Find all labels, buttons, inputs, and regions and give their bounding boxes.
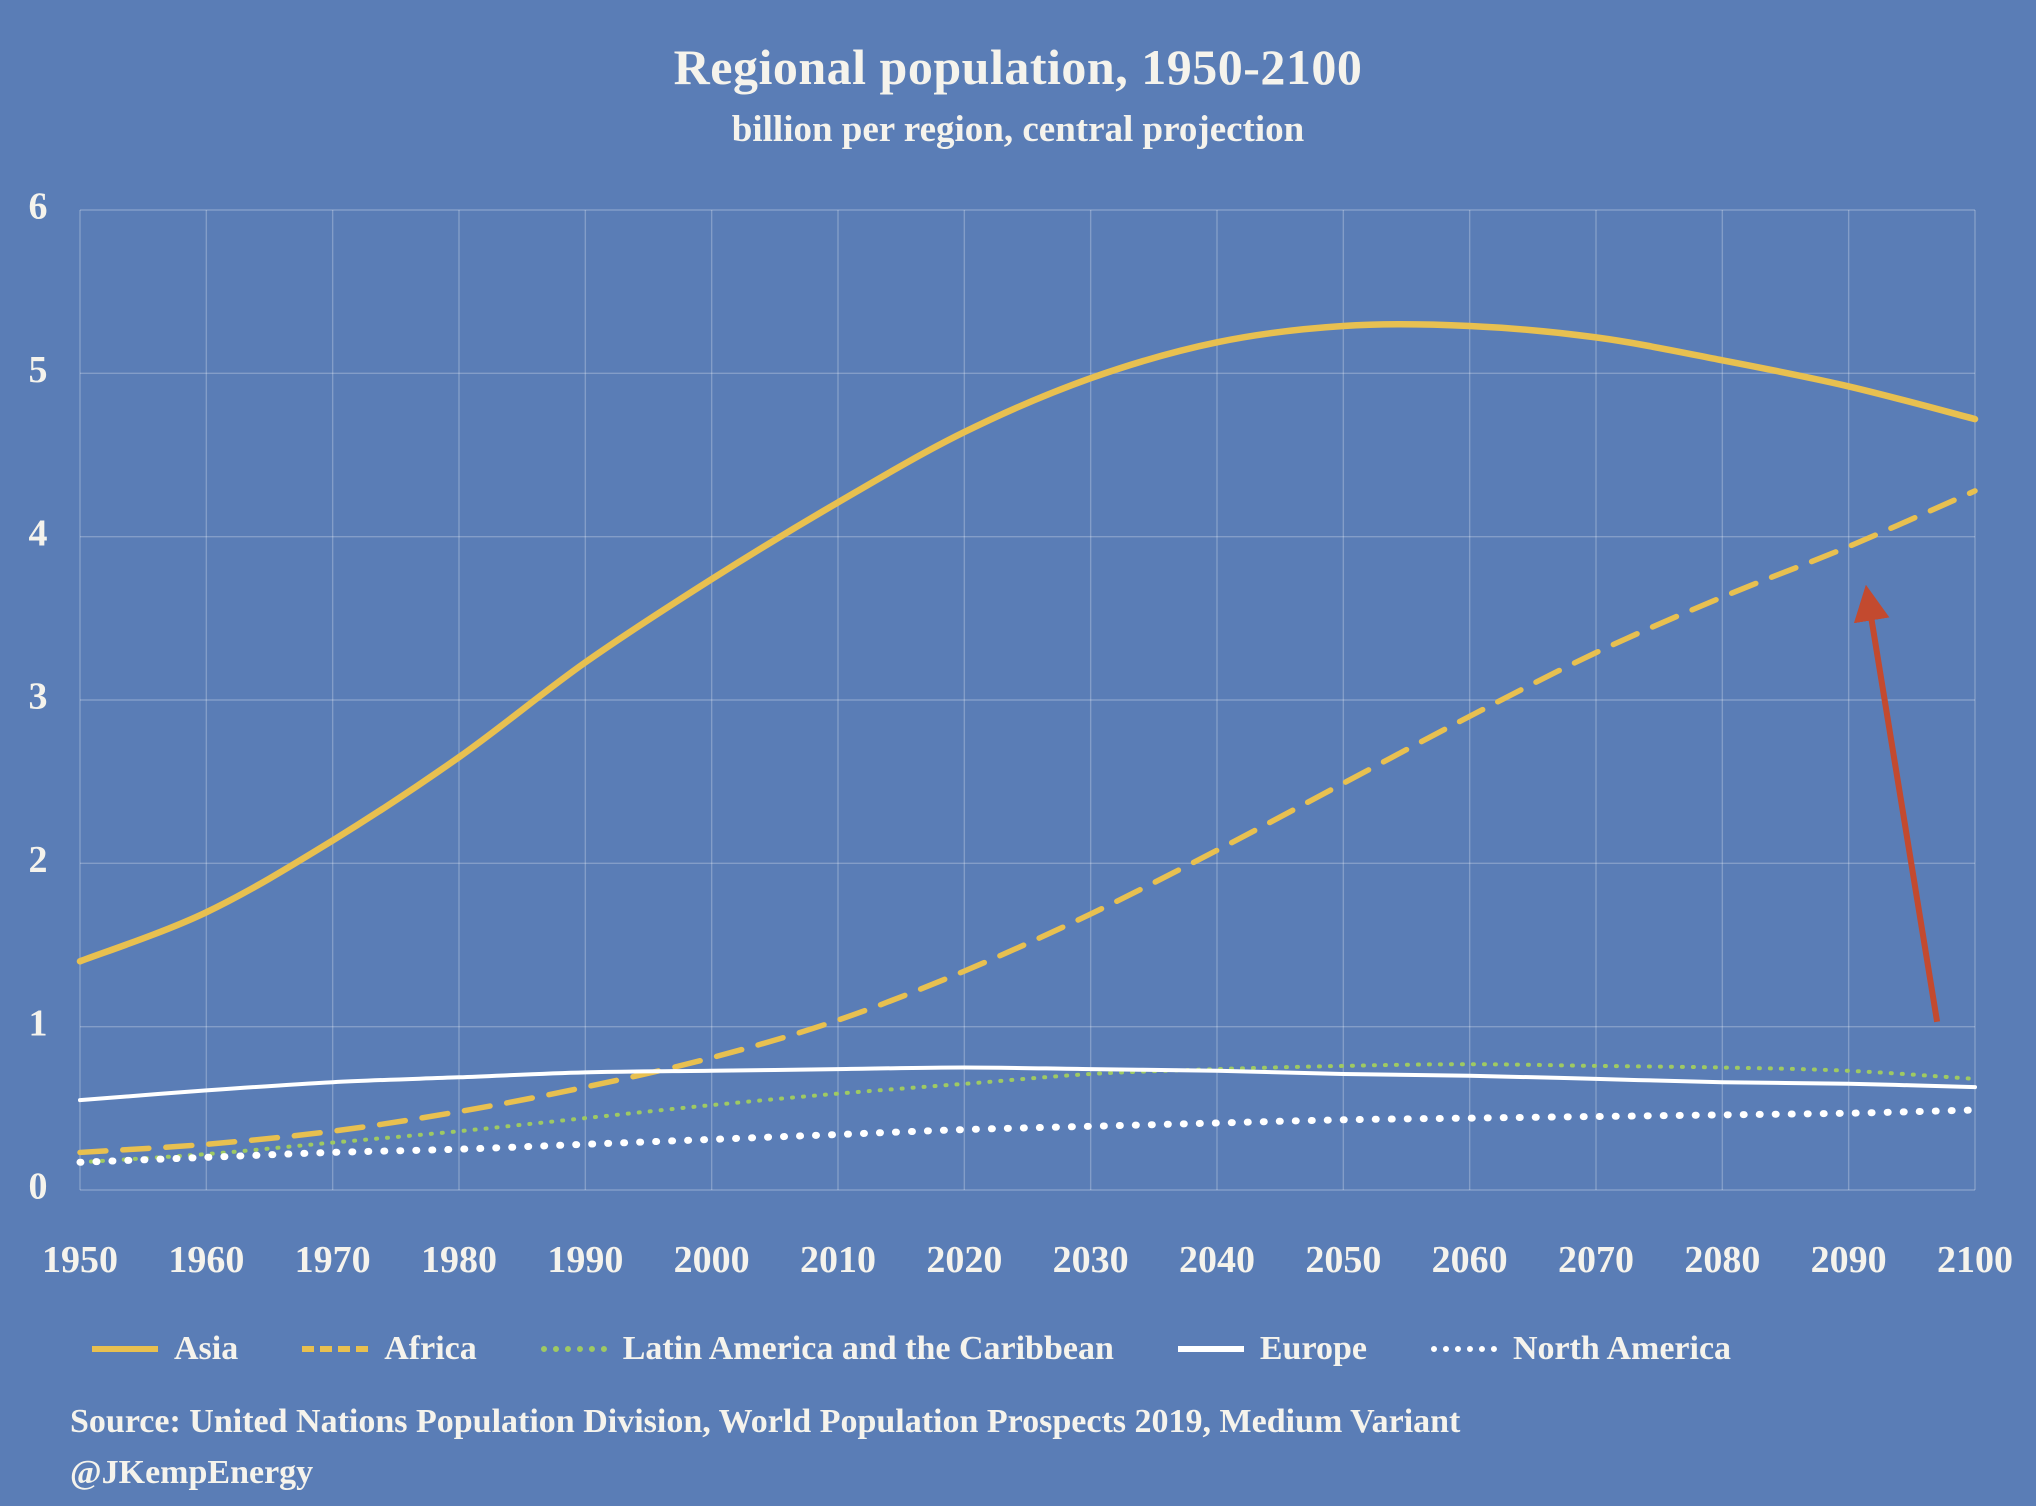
legend-line-sample-europe xyxy=(1177,1346,1244,1352)
y-tick-label: 1 xyxy=(29,1002,48,1044)
y-tick-label: 3 xyxy=(29,676,48,718)
x-tick-label: 2100 xyxy=(1937,1239,2013,1281)
chart-legend: Asia Africa Latin America and the Caribbea… xyxy=(92,1330,1952,1368)
x-tick-label: 2080 xyxy=(1684,1239,1760,1281)
x-tick-label: 1970 xyxy=(295,1239,371,1281)
y-tick-label: 2 xyxy=(29,839,48,881)
legend-item-north-america: North America xyxy=(1430,1330,1732,1368)
x-tick-label: 1980 xyxy=(421,1239,497,1281)
source-text: Source: United Nations Population Divisi… xyxy=(70,1403,1461,1440)
legend-label-europe: Europe xyxy=(1259,1330,1367,1367)
y-tick-label: 5 xyxy=(29,349,48,391)
author-handle: @JKempEnergy xyxy=(70,1454,314,1491)
series-line-europe xyxy=(78,1065,1977,1103)
y-tick-label: 6 xyxy=(29,186,48,228)
legend-line-sample-africa xyxy=(302,1346,369,1352)
x-tick-label: 1960 xyxy=(168,1239,244,1281)
legend-label-asia: Asia xyxy=(174,1330,239,1367)
legend-item-asia: Asia xyxy=(92,1330,238,1368)
legend-item-latin-america-and-the-caribbean: Latin America and the Caribbean xyxy=(540,1330,1114,1368)
series-line-north-america xyxy=(76,1106,1979,1166)
chart-title: Regional population, 1950-2100 xyxy=(673,39,1363,95)
legend-line-sample-latin-america-and-the-caribbean xyxy=(540,1346,607,1352)
x-tick-label: 2050 xyxy=(1305,1239,1381,1281)
x-tick-label: 2090 xyxy=(1811,1239,1887,1281)
series-line-asia xyxy=(76,320,1979,965)
legend-item-africa: Africa xyxy=(302,1330,477,1368)
x-tick-label: 2070 xyxy=(1558,1239,1634,1281)
x-tick-label: 1990 xyxy=(547,1239,623,1281)
x-tick-label: 2040 xyxy=(1179,1239,1255,1281)
x-tick-label: 2030 xyxy=(1053,1239,1129,1281)
chart-subtitle: billion per region, central projection xyxy=(731,109,1305,150)
source-block: Source: United Nations Population Divisi… xyxy=(70,1396,1460,1498)
legend-line-sample-asia xyxy=(92,1346,158,1352)
legend-line-sample-north-america xyxy=(1430,1346,1497,1352)
legend-label-africa: Africa xyxy=(384,1330,477,1367)
legend-label-north-america: North America xyxy=(1512,1330,1732,1367)
legend-item-europe: Europe xyxy=(1177,1330,1367,1368)
series-line-africa xyxy=(77,488,1978,1156)
x-tick-label: 2020 xyxy=(926,1239,1002,1281)
x-tick-label: 2000 xyxy=(674,1239,750,1281)
series-line-latin-america-and-the-caribbean xyxy=(78,1062,1977,1165)
y-tick-label: 4 xyxy=(29,512,48,554)
legend-label-latin-america-and-the-caribbean: Latin America and the Caribbean xyxy=(622,1330,1114,1367)
x-tick-label: 2010 xyxy=(800,1239,876,1281)
x-tick-label: 1950 xyxy=(42,1239,118,1281)
x-tick-label: 2060 xyxy=(1432,1239,1508,1281)
y-tick-label: 0 xyxy=(29,1166,48,1208)
trend-arrow-annotation xyxy=(1853,584,1941,1023)
